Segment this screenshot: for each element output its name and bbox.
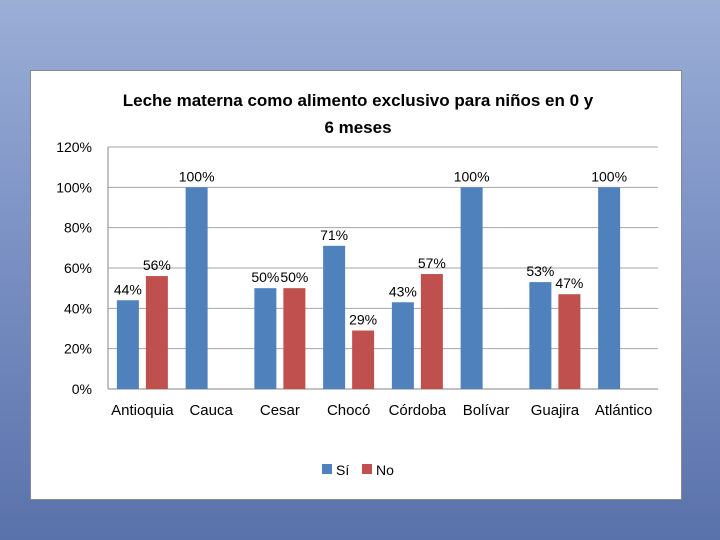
bar-no-4 xyxy=(420,274,443,389)
x-category-label: Cesar xyxy=(260,402,300,419)
data-label: 43% xyxy=(389,283,417,299)
bar-no-3 xyxy=(352,330,375,389)
x-category-label: Cauca xyxy=(189,402,233,419)
bar-no-0 xyxy=(145,276,168,389)
legend-swatch-0 xyxy=(322,464,332,474)
bar-si-6 xyxy=(529,282,552,389)
x-category-label: Chocó xyxy=(327,402,370,419)
legend-label-1: No xyxy=(376,462,394,478)
data-label: 53% xyxy=(526,263,554,279)
legend-swatch-1 xyxy=(362,464,372,474)
y-tick-label: 40% xyxy=(64,300,92,316)
chart-title-line-1: Leche materna como alimento exclusivo pa… xyxy=(123,91,594,110)
y-tick-label: 120% xyxy=(56,139,92,155)
y-tick-label: 0% xyxy=(72,381,92,397)
chart-title: Leche materna como alimento exclusivo pa… xyxy=(123,91,594,137)
x-category-label: Atlántico xyxy=(595,402,653,419)
x-category-label: Antioquia xyxy=(111,402,174,419)
x-axis-categories: Antioquia Cauca Cesar Chocó Córdoba Bolívar Gu… xyxy=(111,402,652,419)
bar-chart: Leche materna como alimento exclusivo pa… xyxy=(56,91,658,478)
x-category-label: Guajira xyxy=(531,402,580,419)
data-label: 71% xyxy=(320,227,348,243)
bar-no-2 xyxy=(283,288,306,389)
data-label: 57% xyxy=(418,255,446,271)
bar-si-1 xyxy=(185,187,208,389)
data-label: 29% xyxy=(349,312,377,328)
data-label: 56% xyxy=(143,257,171,273)
data-label: 50% xyxy=(280,269,308,285)
data-label: 100% xyxy=(591,168,627,184)
data-label: 47% xyxy=(555,275,583,291)
y-tick-label: 60% xyxy=(64,260,92,276)
y-tick-label: 80% xyxy=(64,220,92,236)
data-label: 100% xyxy=(454,168,490,184)
data-label: 100% xyxy=(179,168,215,184)
data-labels: 44%56% 100% 50% 50% 71% 29% 43%57% 100% 53%47% 10… xyxy=(114,168,627,327)
legend: Sí No xyxy=(322,462,394,478)
y-axis-ticks: 0% 20% 40% 60% 80% 100% 120% xyxy=(56,139,92,397)
x-category-label: Bolívar xyxy=(463,402,510,419)
legend-label-0: Sí xyxy=(336,462,349,478)
data-label: 50% xyxy=(251,269,279,285)
y-tick-label: 20% xyxy=(64,341,92,357)
bar-si-0 xyxy=(116,300,139,389)
chart-title-line-2: 6 meses xyxy=(324,118,391,137)
bar-si-3 xyxy=(323,245,346,389)
bar-si-7 xyxy=(598,187,621,389)
bars xyxy=(116,187,621,389)
bar-si-2 xyxy=(254,288,277,389)
y-tick-label: 100% xyxy=(56,179,92,195)
chart-frame: Leche materna como alimento exclusivo pa… xyxy=(30,70,682,500)
bar-si-4 xyxy=(391,302,414,389)
data-label: 44% xyxy=(114,281,142,297)
bar-no-6 xyxy=(558,294,581,389)
x-category-label: Córdoba xyxy=(389,402,447,419)
bar-si-5 xyxy=(460,187,483,389)
